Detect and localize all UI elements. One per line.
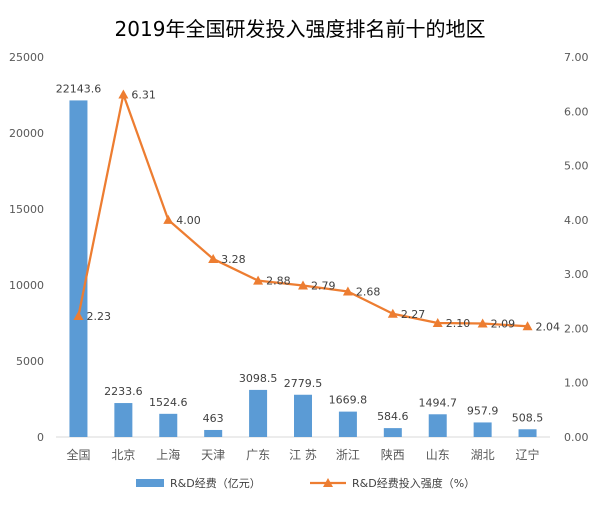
bar-labels: 22143.6 2233.6 1524.6 463 3098.5 2779.5 1669.8… — [56, 82, 544, 425]
bar — [383, 428, 402, 437]
right-axis-tick-label: 1.00 — [564, 377, 589, 390]
bar — [114, 403, 133, 437]
bar — [159, 413, 178, 437]
left-axis-tick-label: 0 — [37, 431, 44, 444]
line-point-marker — [342, 286, 353, 296]
bar-data-label: 584.6 — [377, 410, 409, 423]
line-labels: 2.23 6.31 4.00 3.28 2.88 2.79 2.68 2.27 2.10 2.09… — [86, 88, 560, 333]
bar — [428, 414, 447, 437]
bar-data-label: 508.5 — [512, 411, 544, 424]
legend-swatch-bar — [136, 479, 164, 487]
bar-data-label: 957.9 — [467, 404, 499, 417]
line-series — [73, 89, 533, 331]
x-axis-tick-label: 辽宁 — [516, 447, 540, 462]
right-axis-tick-label: 4.00 — [564, 214, 589, 227]
line-point-marker — [118, 89, 129, 99]
left-axis-tick-label: 10000 — [9, 279, 44, 292]
line-data-label: 2.04 — [536, 320, 561, 333]
line-data-label: 2.10 — [446, 317, 471, 330]
bar — [294, 394, 312, 437]
legend-marker-line — [323, 478, 333, 487]
line-point-marker — [73, 310, 84, 320]
line-data-label: 2.79 — [311, 280, 336, 293]
line-point-marker — [208, 253, 219, 263]
line-point-marker — [522, 321, 533, 331]
right-axis-tick-label: 2.00 — [564, 322, 589, 335]
bar-data-label: 463 — [203, 412, 224, 425]
x-axis-tick-label: 浙江 — [336, 448, 360, 462]
x-axis-tick-label: 全国 — [66, 447, 90, 462]
bar — [473, 422, 492, 437]
line-data-label: 2.09 — [491, 318, 516, 331]
line-data-label: 2.27 — [401, 308, 426, 321]
line-data-label: 6.31 — [131, 88, 156, 101]
bar-series — [69, 100, 537, 437]
x-axis-tick-label: 湖北 — [471, 447, 495, 462]
line-point-marker — [163, 214, 174, 224]
bar — [204, 429, 223, 437]
line-point-marker — [432, 318, 443, 327]
bar — [249, 389, 268, 437]
line-data-label: 2.88 — [266, 275, 291, 288]
left-axis-tick-label: 20000 — [9, 127, 44, 140]
legend-label-line: R&D经费投入强度（%） — [352, 476, 475, 490]
left-axis-tick-label: 15000 — [9, 203, 44, 216]
x-axis-tick-label: 北京 — [111, 448, 135, 462]
x-axis-tick-label: 山东 — [426, 448, 450, 462]
bar-data-label: 22143.6 — [56, 82, 102, 95]
right-axis-tick-label: 3.00 — [564, 268, 589, 281]
line-data-label: 2.23 — [86, 310, 111, 323]
line-data-label: 2.68 — [356, 286, 381, 299]
x-axis-tick-label: 江 苏 — [289, 448, 317, 462]
x-axis-tick-label: 陕西 — [381, 447, 405, 462]
bar-data-label: 2779.5 — [284, 377, 323, 390]
line-data-label: 4.00 — [176, 214, 201, 227]
right-axis-tick-label: 6.00 — [564, 105, 589, 118]
chart-title: 2019年全国研发投入强度排名前十的地区 — [115, 17, 486, 41]
bar-data-label: 1524.6 — [149, 396, 188, 409]
bar — [69, 100, 88, 437]
line-point-marker — [387, 308, 398, 318]
right-axis-tick-label: 0.00 — [564, 431, 589, 444]
bar-data-label: 1669.8 — [329, 394, 368, 407]
bar-data-label: 1494.7 — [418, 396, 457, 409]
x-axis-tick-label: 上海 — [156, 447, 180, 462]
series-line — [77, 93, 528, 328]
legend: R&D经费（亿元） R&D经费投入强度（%） — [136, 476, 475, 490]
line-data-label: 3.28 — [221, 253, 246, 266]
bar-data-label: 3098.5 — [239, 372, 278, 385]
right-axis-tick-label: 5.00 — [564, 160, 589, 173]
line-point-marker — [477, 318, 488, 328]
bar-data-label: 2233.6 — [104, 385, 143, 398]
line-point-marker — [298, 280, 308, 290]
left-axis-tick-label: 5000 — [16, 355, 44, 368]
bar — [518, 429, 537, 437]
left-axis-tick-label: 25000 — [9, 51, 44, 64]
x-axis-tick-label: 广东 — [246, 448, 270, 462]
x-axis-tick-label: 天津 — [201, 448, 225, 462]
axes: 0 5000 10000 15000 20000 25000 0.00 1.00 2.00 3.0… — [9, 51, 589, 462]
legend-label-bar: R&D经费（亿元） — [170, 477, 261, 490]
right-axis-tick-label: 7.00 — [564, 51, 589, 64]
line-point-marker — [253, 275, 264, 285]
bar — [338, 411, 357, 437]
